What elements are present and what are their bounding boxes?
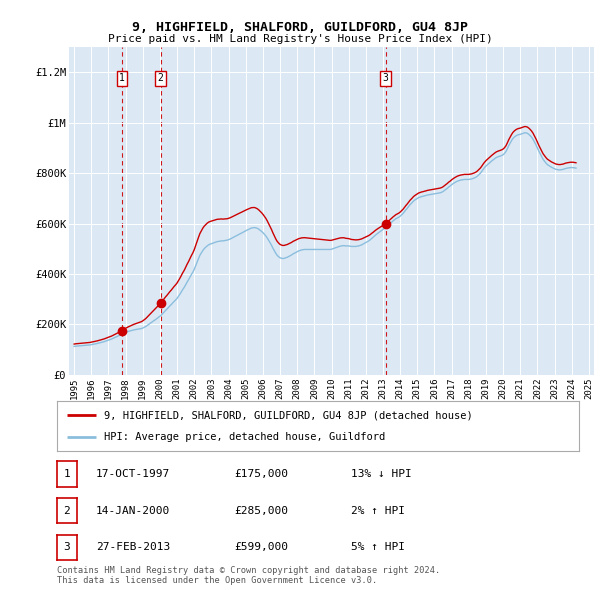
Text: 9, HIGHFIELD, SHALFORD, GUILDFORD, GU4 8JP (detached house): 9, HIGHFIELD, SHALFORD, GUILDFORD, GU4 8… xyxy=(104,410,473,420)
Text: 14-JAN-2000: 14-JAN-2000 xyxy=(96,506,170,516)
Text: 1: 1 xyxy=(119,73,125,83)
Text: £285,000: £285,000 xyxy=(234,506,288,516)
Text: HPI: Average price, detached house, Guildford: HPI: Average price, detached house, Guil… xyxy=(104,432,385,442)
Text: 5% ↑ HPI: 5% ↑ HPI xyxy=(351,542,405,552)
Text: 3: 3 xyxy=(64,542,70,552)
Text: 13% ↓ HPI: 13% ↓ HPI xyxy=(351,469,412,479)
Text: £175,000: £175,000 xyxy=(234,469,288,479)
Text: 9, HIGHFIELD, SHALFORD, GUILDFORD, GU4 8JP: 9, HIGHFIELD, SHALFORD, GUILDFORD, GU4 8… xyxy=(132,21,468,34)
Text: £599,000: £599,000 xyxy=(234,542,288,552)
Text: Price paid vs. HM Land Registry's House Price Index (HPI): Price paid vs. HM Land Registry's House … xyxy=(107,34,493,44)
Text: 2: 2 xyxy=(158,73,164,83)
Text: 27-FEB-2013: 27-FEB-2013 xyxy=(96,542,170,552)
Text: 17-OCT-1997: 17-OCT-1997 xyxy=(96,469,170,479)
Text: 2: 2 xyxy=(64,506,70,516)
Text: 3: 3 xyxy=(383,73,388,83)
Text: 2% ↑ HPI: 2% ↑ HPI xyxy=(351,506,405,516)
Text: 1: 1 xyxy=(64,469,70,479)
Text: Contains HM Land Registry data © Crown copyright and database right 2024.
This d: Contains HM Land Registry data © Crown c… xyxy=(57,566,440,585)
